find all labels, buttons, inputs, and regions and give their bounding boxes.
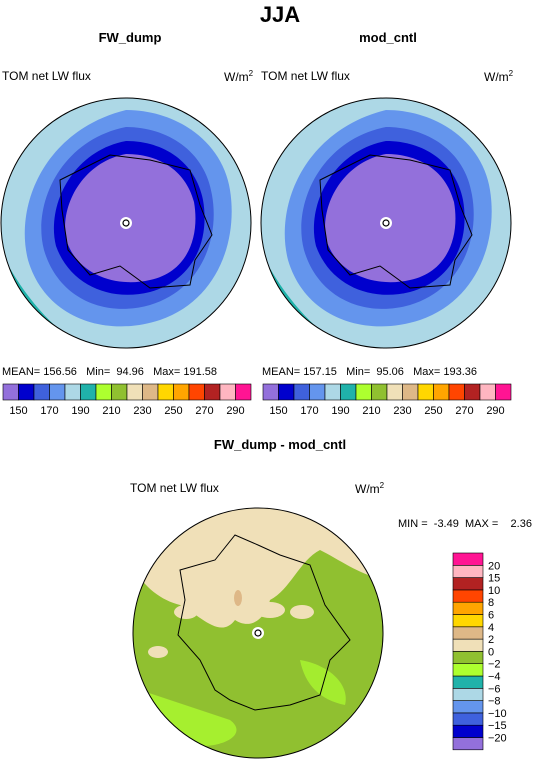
variable-label: TOM net LW flux	[130, 481, 219, 495]
colorbar-tick-label: 290	[226, 405, 244, 417]
colorbar-box	[452, 564, 484, 578]
colorbar-tick-label: 190	[71, 405, 89, 417]
colorbar-tick-label: 0	[488, 646, 494, 658]
colorbar-tick-label: 150	[269, 405, 287, 417]
stats-line-mod-cntl: MEAN= 157.15 Min= 95.06 Max= 193.36	[262, 366, 478, 378]
colorbar-box	[452, 601, 484, 615]
colorbar-tick-label: 8	[488, 597, 494, 609]
colorbar-tick-label: 210	[362, 405, 380, 417]
colorbar-tick-label: 2	[488, 634, 494, 646]
variable-label: TOM net LW flux	[2, 69, 91, 83]
colorbar-box	[495, 383, 512, 401]
colorbar-box	[452, 675, 484, 689]
colorbar-tick-label: 250	[424, 405, 442, 417]
colorbar-box	[452, 589, 484, 603]
colorbar-box	[452, 687, 484, 701]
units-label: W/m2	[224, 69, 254, 84]
panel-title-difference: FW_dump - mod_cntl	[213, 437, 347, 452]
figure-title: JJA	[259, 2, 301, 27]
colorbar-box	[452, 651, 484, 665]
colorbar-tick-label: −6	[488, 683, 501, 695]
colorbar-tick-label: 270	[195, 405, 213, 417]
colorbar-tick-label: −10	[488, 708, 507, 720]
colorbar-tick-label: 15	[488, 573, 500, 585]
units-label: W/m2	[484, 69, 514, 84]
colorbar-tick-label: 230	[393, 405, 411, 417]
colorbar-box	[452, 626, 484, 640]
colorbar-tick-label: 230	[133, 405, 151, 417]
panel-title-fw-dump: FW_dump	[98, 30, 162, 45]
colorbar-tick-label: 20	[488, 560, 500, 572]
colorbar-box	[452, 638, 484, 652]
panel-title-mod-cntl: mod_cntl	[359, 30, 417, 45]
colorbar-tick-label: 10	[488, 585, 500, 597]
units-label: W/m2	[355, 481, 385, 496]
colorbar-tick-label: 210	[102, 405, 120, 417]
colorbar-tick-label: 4	[488, 622, 494, 634]
colorbar-box	[452, 663, 484, 677]
colorbar-box	[452, 712, 484, 726]
colorbar-tick-label: −4	[488, 671, 501, 683]
colorbar-box	[452, 737, 484, 751]
colorbar-tick-label: 190	[331, 405, 349, 417]
colorbar-tick-label: −15	[488, 720, 507, 732]
colorbar-tick-label: −2	[488, 659, 501, 671]
colorbar-box	[452, 700, 484, 714]
variable-label: TOM net LW flux	[261, 69, 350, 83]
colorbar-tick-label: 170	[300, 405, 318, 417]
stats-line-fw-dump: MEAN= 156.56 Min= 94.96 Max= 191.58	[2, 366, 218, 378]
colorbar-tick-label: 250	[164, 405, 182, 417]
colorbar-tick-label: −8	[488, 696, 501, 708]
colorbar-tick-label: 270	[455, 405, 473, 417]
colorbar-tick-label: 290	[486, 405, 504, 417]
colorbar-tick-label: −20	[488, 733, 507, 745]
colorbar-tick-label: 6	[488, 610, 494, 622]
colorbar-box	[452, 614, 484, 628]
colorbar-box	[452, 577, 484, 591]
colorbar-box	[235, 383, 252, 401]
colorbar-box	[452, 724, 484, 738]
colorbar-box	[452, 552, 484, 566]
stats-line-difference: MIN = -3.49 MAX = 2.36	[398, 518, 532, 530]
colorbar-tick-label: 150	[9, 405, 27, 417]
colorbar-tick-label: 170	[40, 405, 58, 417]
